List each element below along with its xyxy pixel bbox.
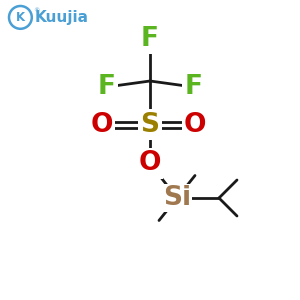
Text: F: F [184, 74, 202, 100]
Text: S: S [140, 112, 160, 137]
Text: F: F [141, 26, 159, 52]
Text: K: K [16, 11, 25, 24]
Text: O: O [139, 151, 161, 176]
Text: Si: Si [163, 185, 191, 211]
Text: O: O [184, 112, 206, 137]
Text: Kuujia: Kuujia [34, 10, 88, 25]
Text: ®: ® [33, 8, 40, 13]
Text: F: F [98, 74, 116, 100]
Text: O: O [91, 112, 113, 137]
